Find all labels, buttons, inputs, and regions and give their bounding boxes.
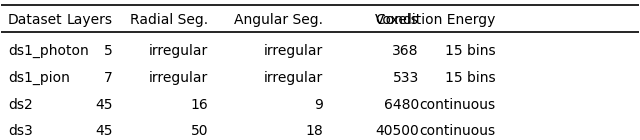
- Text: 9: 9: [314, 98, 323, 112]
- Text: 15 bins: 15 bins: [445, 71, 495, 85]
- Text: 16: 16: [191, 98, 209, 112]
- Text: irregular: irregular: [149, 44, 209, 58]
- Text: ds3: ds3: [8, 123, 33, 137]
- Text: ds1_pion: ds1_pion: [8, 71, 70, 85]
- Text: Angular Seg.: Angular Seg.: [234, 13, 323, 27]
- Text: 7: 7: [104, 71, 113, 85]
- Text: 368: 368: [392, 44, 419, 58]
- Text: 18: 18: [305, 123, 323, 137]
- Text: 6480: 6480: [383, 98, 419, 112]
- Text: irregular: irregular: [264, 71, 323, 85]
- Text: 45: 45: [95, 123, 113, 137]
- Text: ds1_photon: ds1_photon: [8, 44, 88, 58]
- Text: Voxels: Voxels: [375, 13, 419, 27]
- Text: 40500: 40500: [375, 123, 419, 137]
- Text: Radial Seg.: Radial Seg.: [131, 13, 209, 27]
- Text: 45: 45: [95, 98, 113, 112]
- Text: irregular: irregular: [149, 71, 209, 85]
- Text: 533: 533: [392, 71, 419, 85]
- Text: continuous: continuous: [419, 123, 495, 137]
- Text: 5: 5: [104, 44, 113, 58]
- Text: ds2: ds2: [8, 98, 33, 112]
- Text: irregular: irregular: [264, 44, 323, 58]
- Text: continuous: continuous: [419, 98, 495, 112]
- Text: Dataset: Dataset: [8, 13, 62, 27]
- Text: 50: 50: [191, 123, 209, 137]
- Text: Condition Energy: Condition Energy: [376, 13, 495, 27]
- Text: Layers: Layers: [67, 13, 113, 27]
- Text: 15 bins: 15 bins: [445, 44, 495, 58]
